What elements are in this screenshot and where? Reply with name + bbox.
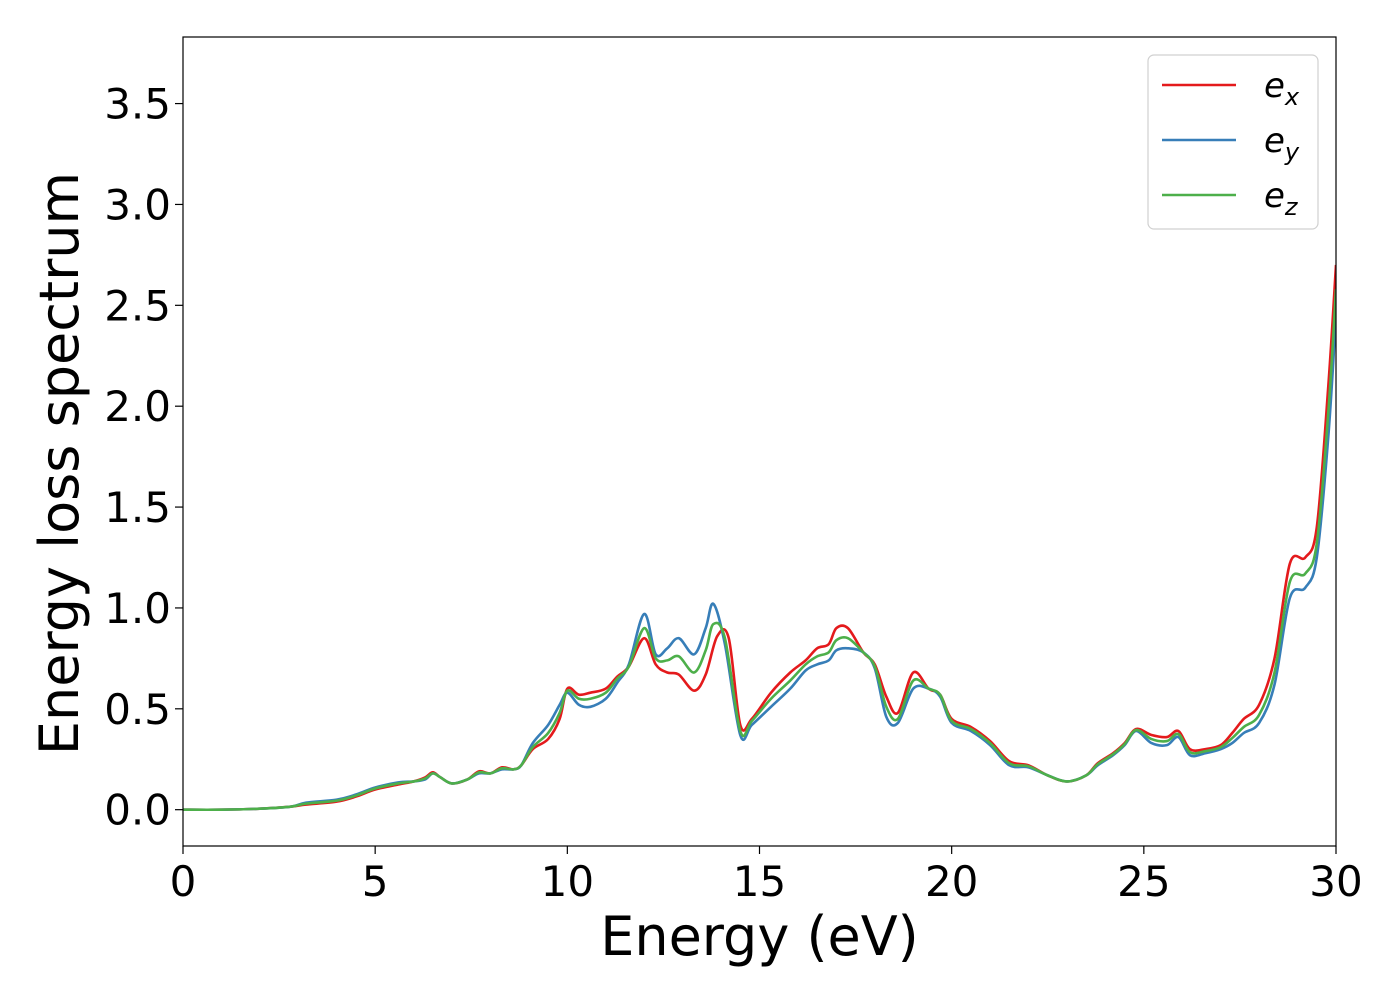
x-axis-label: Energy (eV) [600,905,919,968]
legend-label: ex [1264,66,1300,111]
y-tick-label: 3.0 [104,180,171,229]
x-tick-label: 30 [1309,857,1362,906]
y-tick-label: 3.5 [104,80,171,129]
y-tick-label: 1.5 [104,483,171,532]
x-tick-label: 5 [362,857,389,906]
legend-label-subscript: y [1284,138,1300,166]
y-tick-label: 0.5 [104,685,171,734]
y-tick-label: 2.0 [104,382,171,431]
legend-entry-x: ex [1162,66,1300,111]
series-layer [183,264,1336,812]
legend-label: ez [1264,176,1299,221]
legend-entry-y: ey [1162,121,1300,166]
x-tick-label: 0 [170,857,197,906]
axes-frame [182,36,1337,847]
y-tick-label: 2.5 [104,281,171,330]
legend-label-base: e [1264,176,1285,216]
legend-label-base: e [1264,66,1285,106]
legend-box [1147,54,1319,230]
x-tick-label: 20 [925,857,978,906]
series-line-y [183,315,1336,812]
legend-label-subscript: x [1284,83,1300,111]
y-tick-label: 1.0 [104,584,171,633]
y-axis-label: Energy loss spectrum [28,172,91,755]
series-line-z [183,289,1336,812]
x-tick-label: 25 [1117,857,1170,906]
series-line-x [183,264,1336,812]
x-tick-label: 10 [541,857,594,906]
ticks-layer: 0 5 10 15 20 25 30 0.0 0.5 1.0 1.5 2.0 2.5 3.0 3.5 [104,80,1363,906]
legend-entry-z: ez [1162,176,1299,221]
x-tick-label: 15 [733,857,786,906]
legend-label: ey [1264,121,1300,166]
legend-label-subscript: z [1284,193,1299,221]
y-tick-label: 0.0 [104,786,171,835]
legend-label-base: e [1264,121,1285,161]
